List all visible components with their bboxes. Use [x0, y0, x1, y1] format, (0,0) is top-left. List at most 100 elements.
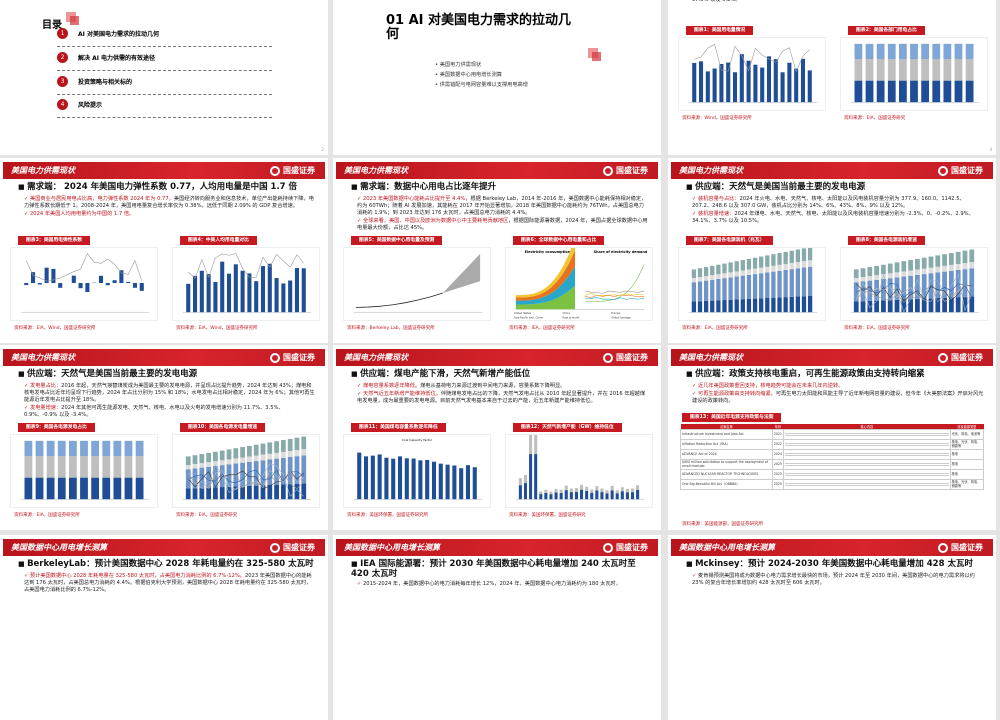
logo-icon: [270, 166, 280, 176]
header-title: 美国数据中心用电增长测算: [344, 542, 440, 552]
logo-text: 国盛证券: [616, 162, 648, 179]
bullet-highlight: 2023 年美国数据中心能耗占比提升至 4.4%，: [363, 196, 471, 202]
slide[interactable]: 美国数据中心用电增长测算国盛证券BerkeleyLab：预计美国数据中心 202…: [0, 535, 328, 720]
bar-segment: [888, 264, 893, 274]
bar: [126, 282, 130, 283]
table-cell: ADVANCED NUCLEAR REACTOR TECHNOLOGIES: [681, 470, 773, 480]
toc-number-badge: 2: [57, 52, 68, 63]
bar-segment: [866, 81, 874, 103]
bar-segment: [910, 59, 918, 81]
slide[interactable]: 美国电力供需现状国盛证券供应端：天然气是美国当前最主要的发电电源发电量占比：20…: [0, 345, 328, 530]
bullet-list: 发电量占比：2016 年起，天然气接替煤炭成为美国最主要的发电电源，并呈现占比提…: [24, 383, 316, 420]
bar-segment: [704, 267, 708, 276]
company-logo: 国盛证券: [938, 349, 983, 366]
bar: [713, 68, 717, 102]
bar-segment: [949, 253, 954, 265]
bar-segment: [966, 44, 974, 59]
bar: [38, 283, 42, 284]
table-cell: [783, 430, 950, 440]
bar-segment: [206, 488, 211, 500]
bar-segment: [895, 262, 900, 272]
bar: [549, 494, 552, 499]
bar-segment: [908, 260, 913, 270]
bar-segment: [741, 260, 745, 270]
bar: [781, 72, 785, 102]
slide-header: 美国电力供需现状国盛证券: [671, 162, 993, 179]
bar-segment: [765, 267, 769, 273]
bar: [706, 71, 710, 102]
bullet-highlight: 发电量占比：: [30, 383, 61, 389]
bar-segment: [274, 453, 279, 459]
bar-segment: [901, 299, 906, 312]
chart-stack100: [840, 37, 988, 111]
bullet-list: 与我国相比，美国用电增速相对偏低，2024 年美国全年用电量为 41104 亿千…: [692, 0, 984, 5]
bar-segment: [908, 270, 913, 275]
bar-segment: [80, 478, 88, 500]
bar-segment: [877, 59, 885, 81]
bar-segment: [735, 277, 739, 300]
bar-segment: [555, 489, 558, 492]
bar-segment: [186, 489, 191, 500]
figure-source: 资料来源：EIA，国盛证券研究所: [682, 325, 748, 331]
bar: [544, 493, 547, 499]
bar-segment: [254, 445, 259, 456]
bullet-list: 煤电容量系数逐年降低。煤电从基荷电力来源过渡到中间电力来源，容量系数下降明显。天…: [357, 383, 649, 406]
slide[interactable]: 与我国相比，美国用电增速相对偏低，2024 年美国全年用电量为 41104 亿千…: [668, 0, 996, 155]
bar: [575, 492, 578, 499]
series-line: [26, 254, 142, 282]
logo-text: 国盛证券: [951, 539, 983, 556]
slide[interactable]: 美国电力供需现状国盛证券供应端：煤电产能下滑，天然气新增产能低位煤电容量系数逐年…: [333, 345, 661, 530]
bar-segment: [888, 300, 893, 312]
bar: [699, 61, 703, 102]
slide-section[interactable]: 01 AI 对美国电力需求的拉动几何 美国电力供需现状美国数据中心用电增长测算供…: [333, 0, 661, 155]
bullet-item: 2023 年美国数据中心能耗占比提升至 4.4%，根据 Berkeley Lab…: [357, 196, 649, 217]
bar-segment: [301, 449, 306, 455]
bar-segment: [254, 486, 259, 500]
slide[interactable]: 美国电力供需现状国盛证券供应端：天然气是美国当前最主要的发电电源装机容量与占比：…: [668, 158, 996, 343]
bar-segment: [910, 44, 918, 59]
bar-segment: [274, 459, 279, 485]
header-title: 美国电力供需现状: [344, 352, 408, 362]
bar-segment: [113, 456, 121, 478]
slide[interactable]: 美国电力供需现状国盛证券供应端：政策支持核电重启，可再生能源政策由支持转向缩紧近…: [668, 345, 996, 530]
bar-segment: [728, 277, 732, 299]
bullet-list: 2023 年美国数据中心能耗占比提升至 4.4%，根据 Berkeley Lab…: [357, 196, 649, 233]
chart-bar: Coal Capacity Factor: [343, 434, 491, 508]
bar-segment: [908, 299, 913, 312]
bar: [371, 456, 375, 500]
bar-segment: [955, 59, 963, 81]
slide[interactable]: 美国电力供需现状国盛证券需求端：数据中心用电占比逐年提升2023 年美国数据中心…: [333, 158, 661, 343]
bar: [774, 59, 778, 102]
bar-segment: [254, 456, 259, 461]
bar-segment: [281, 452, 286, 458]
section-title: 01 AI 对美国电力需求的拉动几何: [386, 14, 576, 42]
bar: [590, 493, 593, 500]
bar: [85, 283, 89, 292]
slide-title: BerkeleyLab：预计美国数据中心 2028 年耗电量约在 325-580…: [18, 559, 320, 569]
table-cell: 光伏、风电、电池等: [950, 430, 983, 440]
share-line: [585, 291, 644, 293]
table-row: $900 million solicitation to support the…: [681, 460, 984, 470]
slide[interactable]: 美国数据中心用电增长测算国盛证券IEA 国际能源署：预计 2030 年美国数据中…: [333, 535, 661, 720]
bar-segment: [69, 478, 77, 500]
bar-segment: [955, 81, 963, 103]
slide[interactable]: 美国电力供需现状国盛证券需求端： 2024 年美国电力弹性系数 0.77，人均用…: [0, 158, 328, 343]
bar: [186, 284, 190, 312]
toc-item-label: AI 对美国电力需求的拉动几何: [78, 29, 159, 38]
slide[interactable]: 美国数据中心用电增长测算国盛证券Mckinsey：预计 2024-2030 年美…: [668, 535, 996, 720]
company-logo: 国盛证券: [603, 539, 648, 556]
bar-segment: [765, 298, 769, 312]
bar-segment: [698, 301, 702, 312]
slide-title: Mckinsey：预计 2024-2030 年美国数据中心耗电量增加 428 太…: [686, 559, 988, 569]
bar: [606, 493, 609, 499]
bar: [753, 65, 757, 102]
